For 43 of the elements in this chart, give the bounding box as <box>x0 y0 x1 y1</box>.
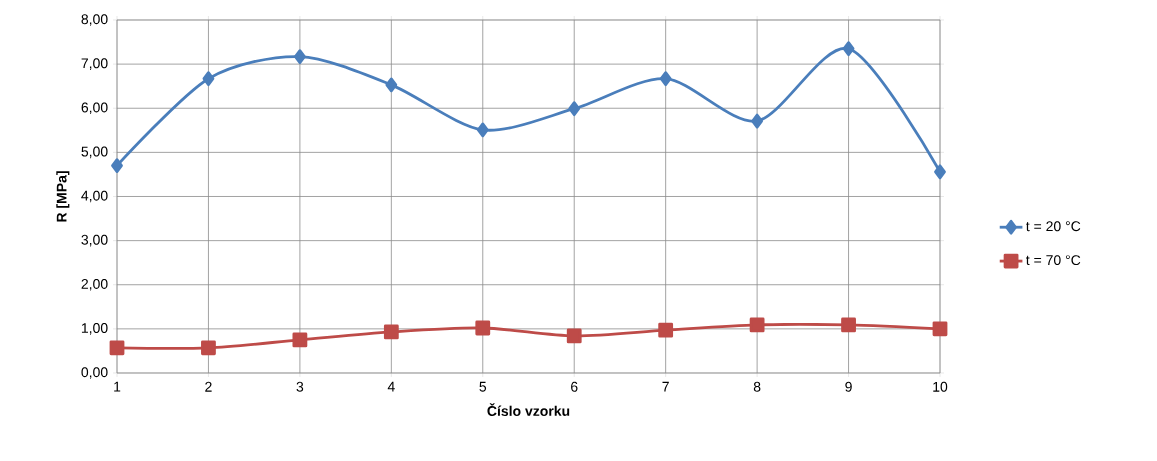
point <box>749 317 765 333</box>
point <box>109 340 125 356</box>
x-tick-label: 4 <box>387 381 395 392</box>
y-tick-label: 5,00 <box>81 146 108 159</box>
point <box>383 324 399 340</box>
legend-label: t = 20 °C <box>1026 221 1081 232</box>
point <box>751 113 764 129</box>
point <box>568 101 581 117</box>
x-tick-label: 10 <box>933 381 948 392</box>
x-tick-label: 6 <box>571 381 578 392</box>
legend-label: t = 70 °C <box>1026 255 1081 266</box>
y-tick-label: 0,00 <box>81 367 108 379</box>
y-tick-label: 6,00 <box>81 102 108 115</box>
y-tick-label: 8,00 <box>81 14 108 26</box>
y-tick-label: 3,00 <box>81 234 108 247</box>
x-tick-label: 2 <box>205 381 212 392</box>
point <box>293 49 306 65</box>
point <box>385 77 398 93</box>
point <box>202 71 215 87</box>
point <box>842 41 855 57</box>
point <box>658 322 674 338</box>
y-tick-label: 2,00 <box>81 278 108 291</box>
y-axis-title: R [MPa] <box>56 171 70 222</box>
y-tick-label: 1,00 <box>81 323 108 335</box>
point <box>476 122 489 138</box>
point <box>932 321 948 337</box>
x-tick-label: 7 <box>662 381 669 392</box>
x-tick-label: 5 <box>479 381 487 392</box>
point <box>659 71 672 87</box>
point <box>566 328 582 344</box>
point <box>201 340 216 356</box>
point <box>475 320 491 336</box>
point <box>934 164 946 180</box>
x-axis-title: Číslo vzorku <box>487 403 570 416</box>
x-tick-label: 8 <box>753 381 761 392</box>
x-tick-label: 9 <box>845 381 852 392</box>
x-tick-label: 1 <box>114 381 121 392</box>
y-tick-label: 7,00 <box>81 58 108 70</box>
point <box>841 317 856 333</box>
point <box>292 332 308 348</box>
point <box>111 158 123 174</box>
x-tick-label: 3 <box>296 381 304 392</box>
y-tick-label: 4,00 <box>81 190 108 203</box>
